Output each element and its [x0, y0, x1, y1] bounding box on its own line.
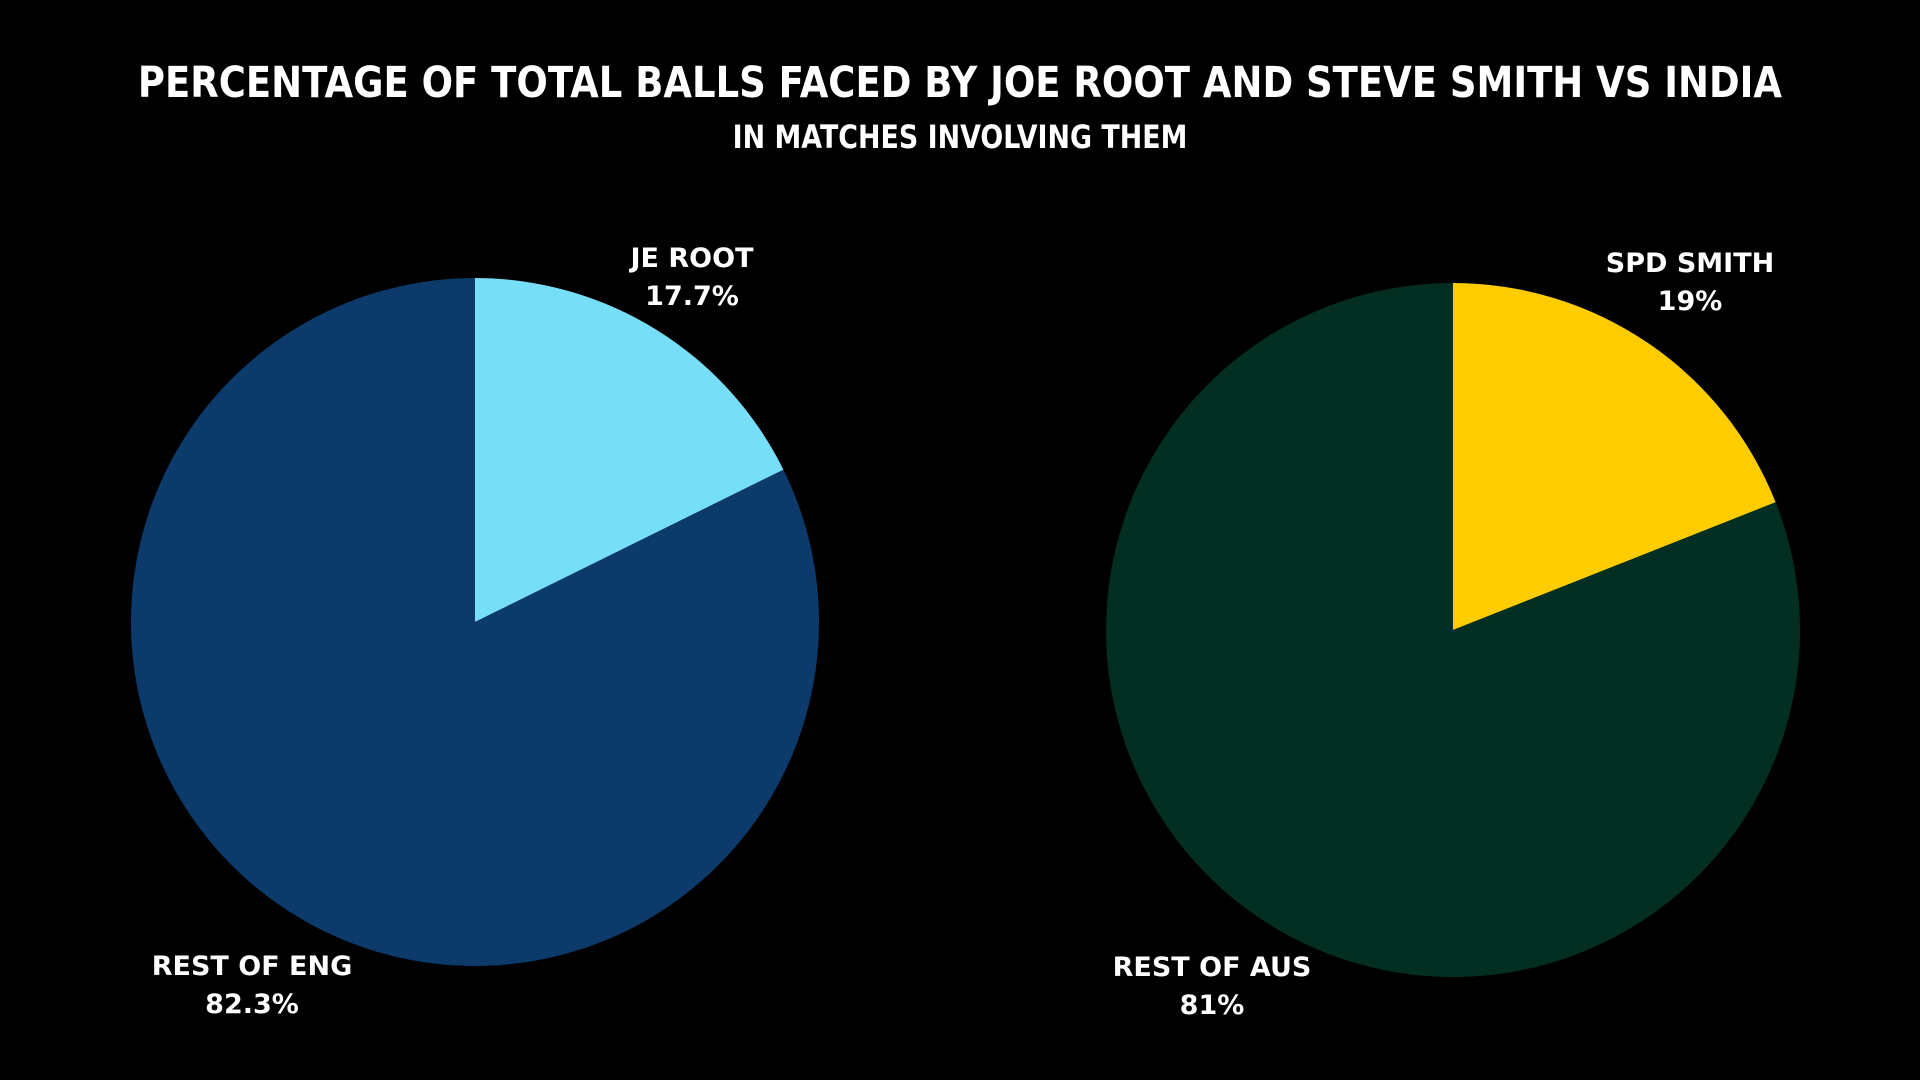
pie-chart-aus: SPD SMITH 19% REST OF AUS 81%: [1106, 248, 1801, 1021]
slice-value-rest-of-aus: 81%: [1180, 990, 1245, 1021]
slice-label-spd-smith: SPD SMITH: [1606, 248, 1774, 279]
slice-value-rest-of-eng: 82.3%: [205, 989, 299, 1020]
pie-chart-eng: JE ROOT 17.7% REST OF ENG 82.3%: [131, 243, 820, 1020]
pie-slice-rest-of-aus: [1106, 283, 1801, 977]
pie-slice-rest-of-eng: [131, 278, 820, 966]
slice-label-je-root: JE ROOT: [628, 243, 754, 274]
slice-value-je-root: 17.7%: [645, 281, 739, 312]
pie-slice-je-root: [475, 278, 784, 622]
slice-label-rest-of-aus: REST OF AUS: [1113, 952, 1312, 983]
pie-slice-spd-smith: [1453, 283, 1776, 630]
slice-label-rest-of-eng: REST OF ENG: [152, 951, 353, 982]
slice-value-spd-smith: 19%: [1658, 286, 1723, 317]
chart-title: PERCENTAGE OF TOTAL BALLS FACED BY JOE R…: [137, 58, 1783, 108]
chart-subtitle: IN MATCHES INVOLVING THEM: [732, 118, 1188, 156]
